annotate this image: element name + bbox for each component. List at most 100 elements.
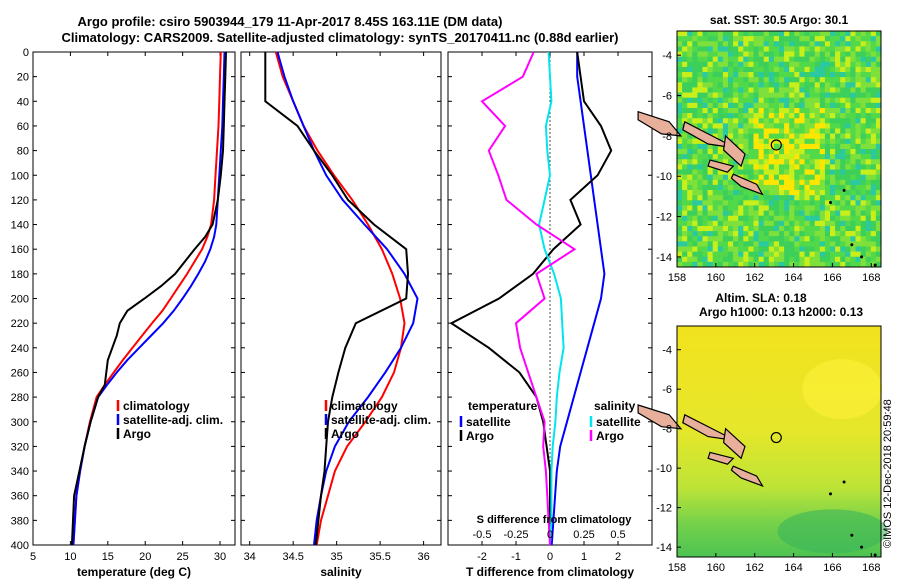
sst-cell: [697, 46, 703, 52]
lat-tick-label: -14: [656, 542, 672, 554]
sst-cell: [722, 92, 729, 98]
sst-cell: [687, 133, 693, 140]
sst-cell: [763, 231, 770, 237]
depth-tick-label: 360: [11, 491, 29, 503]
sst-cell: [743, 251, 749, 258]
sst-cell: [870, 113, 877, 119]
sst-cell: [758, 36, 764, 42]
sst-cell: [692, 149, 698, 155]
sst-cell: [763, 184, 770, 191]
sst-cell: [840, 87, 846, 93]
sst-cell: [835, 220, 841, 227]
sst-cell: [835, 102, 841, 109]
sst-cell: [789, 97, 795, 104]
sst-cell: [804, 41, 810, 47]
depth-tick-label: 60: [17, 121, 29, 133]
sst-cell: [870, 51, 877, 57]
sst-cell: [738, 220, 744, 227]
sst-cell: [697, 225, 703, 232]
x2-tick-label: 0.25: [573, 529, 594, 541]
sst-cell: [830, 31, 836, 37]
sst-cell: [677, 123, 683, 129]
sst-cell: [712, 190, 719, 196]
sst-cell: [692, 118, 698, 124]
sst-cell: [692, 215, 698, 222]
sst-cell: [717, 113, 724, 119]
sst-cell: [840, 61, 846, 68]
sst-cell: [814, 143, 821, 150]
sst-cell: [804, 215, 810, 222]
sst-cell: [712, 92, 719, 98]
sst-cell: [682, 118, 688, 124]
sst-cell: [748, 102, 754, 109]
sst-cell: [860, 87, 866, 93]
panel-frame: [240, 51, 442, 546]
sst-cell: [743, 149, 749, 155]
sst-cell: [738, 107, 744, 114]
sst-cell: [702, 220, 708, 227]
sst-cell: [768, 261, 775, 268]
sst-cell: [687, 72, 693, 78]
sst-cell: [860, 241, 866, 247]
sst-cell: [779, 190, 785, 196]
sst-cell: [717, 256, 724, 263]
sst-cell: [860, 246, 866, 252]
sst-cell: [875, 179, 882, 186]
sst-cell: [865, 236, 872, 242]
x-tick-label: 10: [64, 551, 76, 563]
sst-cell: [789, 261, 795, 268]
sst-cell: [758, 251, 764, 258]
depth-tick-label: 120: [11, 195, 29, 207]
sst-cell: [722, 190, 729, 196]
sst-cell: [855, 118, 861, 124]
sst-cell: [707, 246, 713, 252]
sst-cell: [697, 72, 703, 78]
sst-cell: [677, 102, 683, 109]
island: [722, 427, 746, 460]
sst-cell: [799, 107, 805, 114]
sst-cell: [743, 231, 749, 237]
sst-cell: [804, 143, 810, 150]
sst-cell: [758, 169, 764, 175]
sst-cell: [824, 107, 831, 114]
sst-cell: [799, 205, 805, 211]
sst-cell: [814, 256, 821, 263]
sst-cell: [840, 66, 846, 73]
sst-cell: [707, 149, 713, 155]
sst-cell: [840, 36, 846, 42]
sst-cell: [830, 41, 836, 47]
sst-cell: [728, 256, 734, 263]
sst-cell: [763, 205, 770, 211]
sst-cell: [712, 220, 719, 227]
sst-cell: [870, 56, 877, 63]
sst-cell: [830, 61, 836, 68]
sst-cell: [809, 82, 815, 88]
sst-cell: [707, 220, 713, 227]
sst-cell: [758, 195, 764, 201]
sst-cell: [733, 225, 739, 232]
sst-cell: [707, 174, 713, 181]
sst-cell: [717, 149, 724, 155]
sst-cell: [824, 118, 831, 124]
sst-cell: [748, 133, 754, 140]
sst-cell: [860, 46, 866, 52]
sst-cell: [738, 251, 744, 258]
x-tick-label: 20: [139, 551, 151, 563]
sst-cell: [860, 61, 866, 68]
sst-cell: [758, 128, 764, 134]
sst-cell: [804, 102, 810, 109]
sst-cell: [789, 190, 795, 196]
sst-cell: [784, 123, 790, 129]
sst-cell: [743, 164, 749, 170]
sst-cell: [779, 72, 785, 78]
sst-cell: [707, 123, 713, 129]
sst-cell: [728, 113, 734, 119]
sst-cell: [722, 220, 729, 227]
sst-cell: [784, 107, 790, 114]
sst-cell: [717, 123, 724, 129]
sst-cell: [794, 220, 800, 227]
sst-cell: [824, 138, 831, 145]
sst-cell: [789, 133, 795, 140]
sst-cell: [697, 220, 703, 227]
sst-cell: [814, 200, 821, 206]
